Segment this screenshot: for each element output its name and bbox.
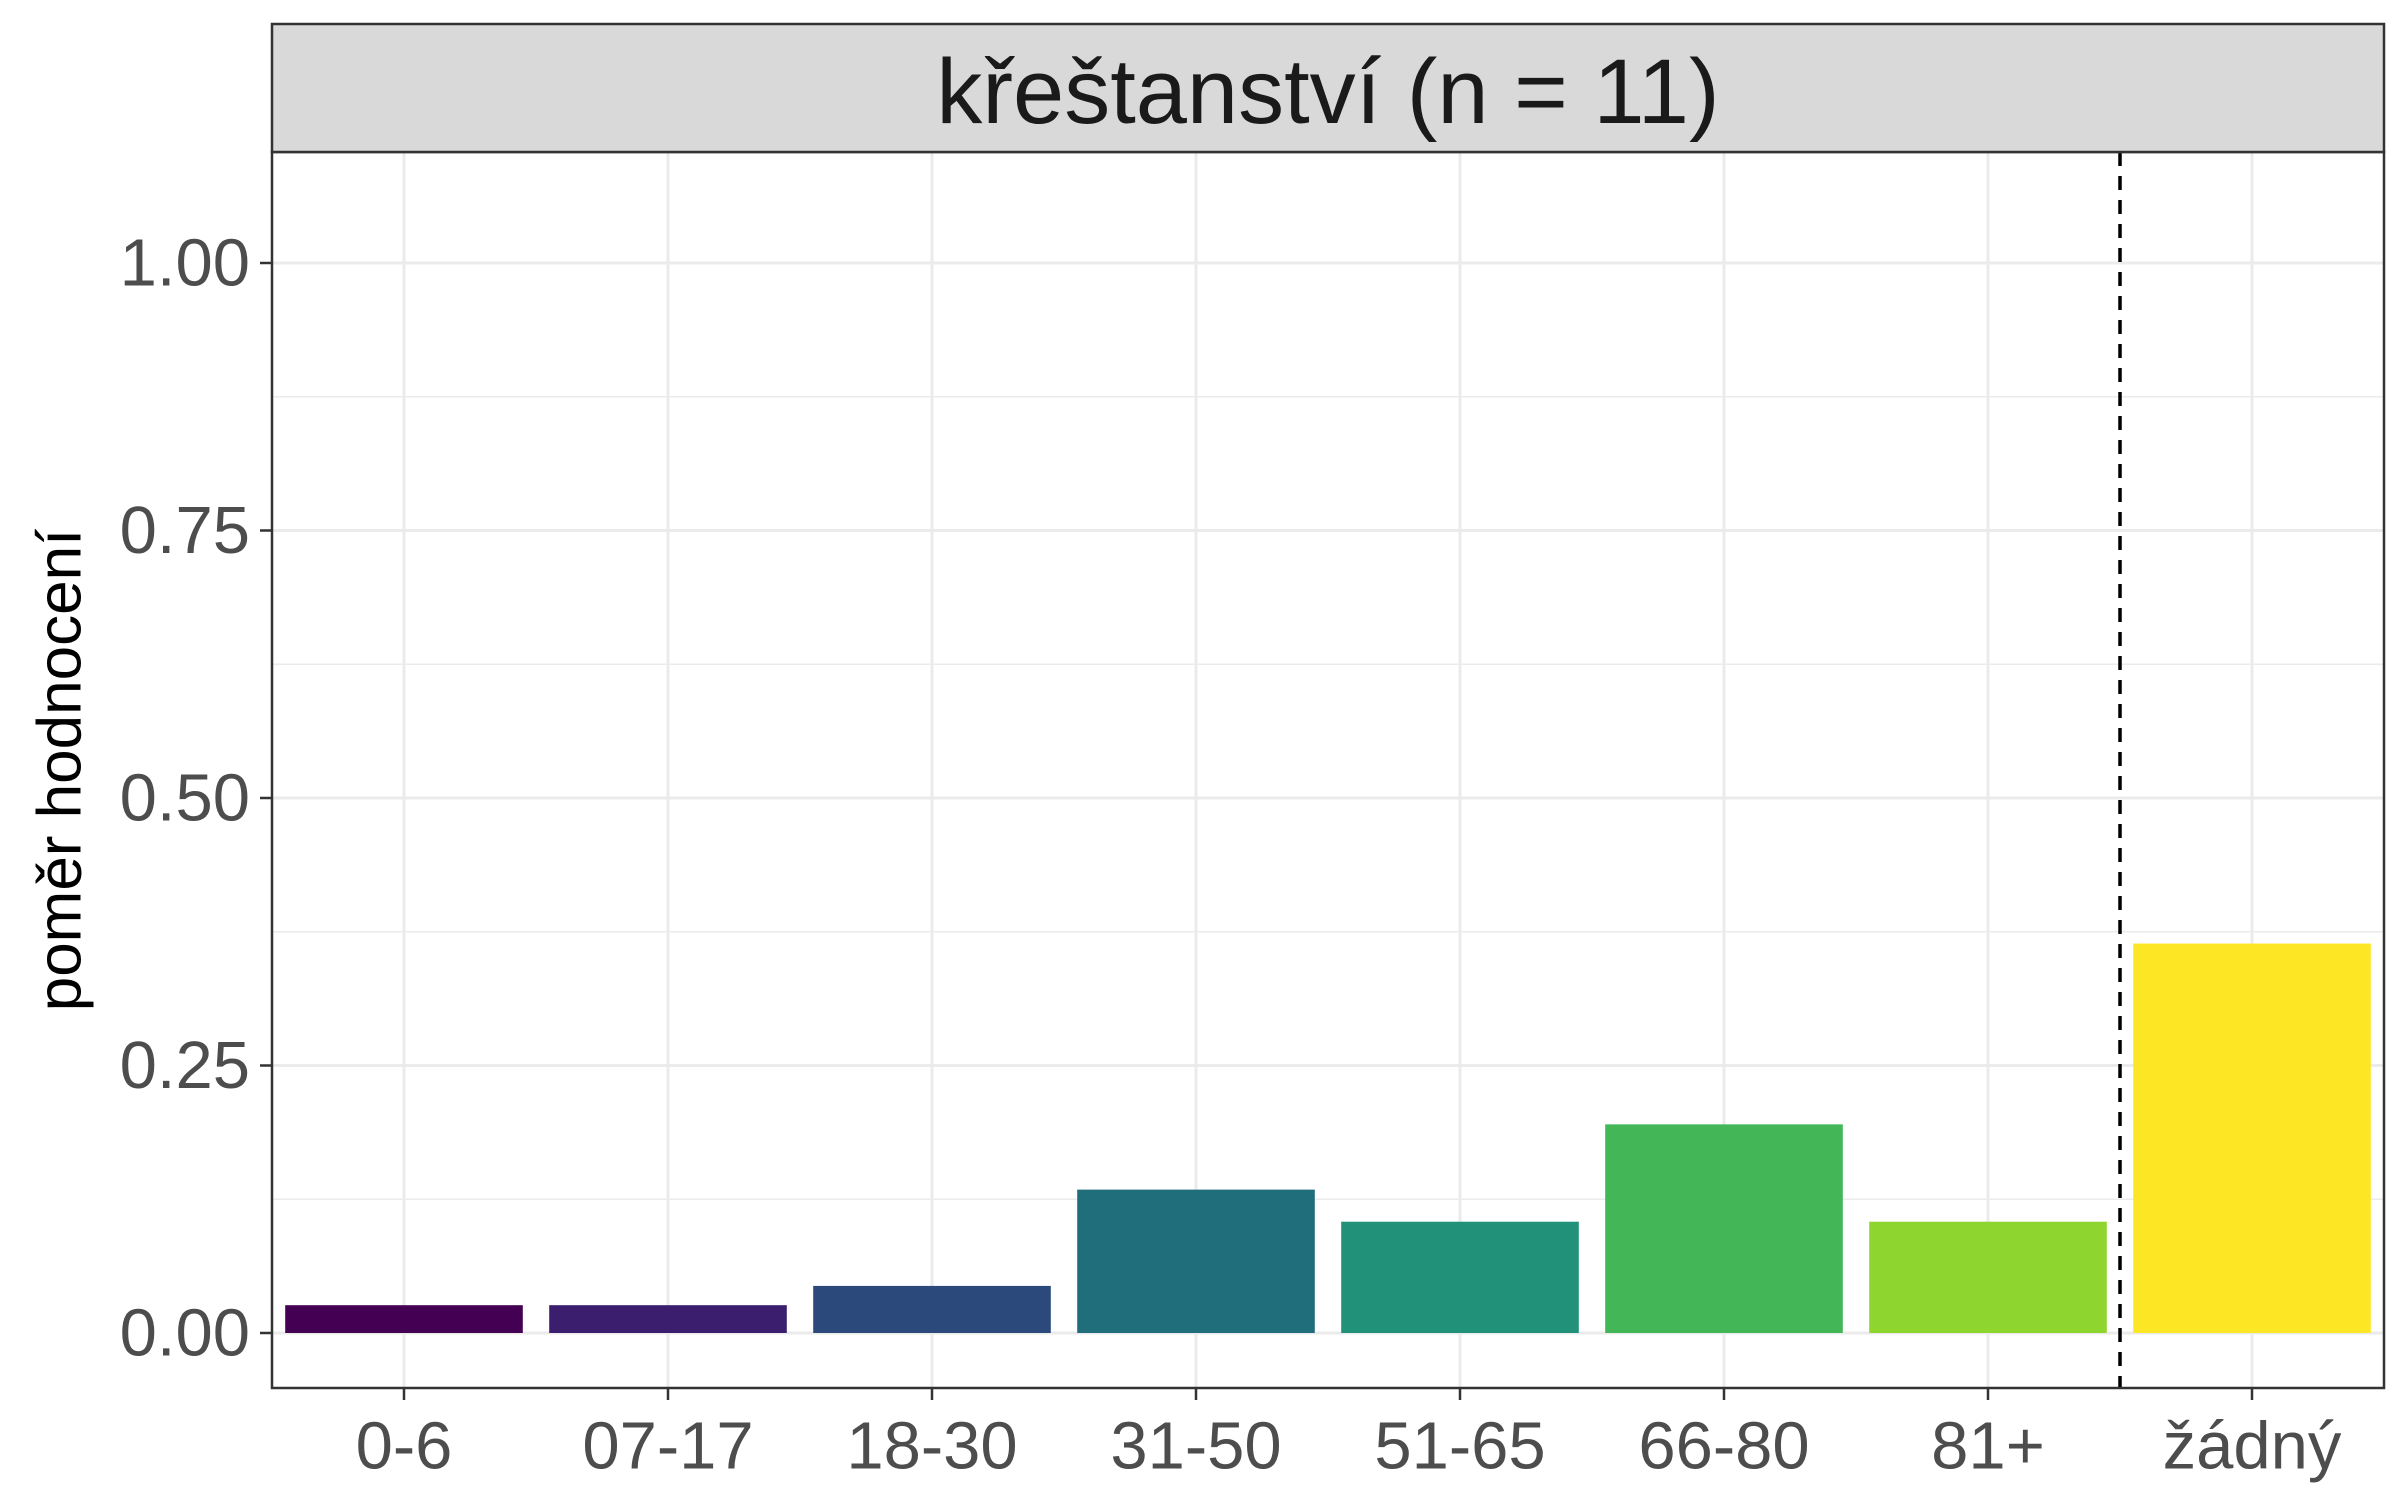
x-tick-label: 07-17: [582, 1409, 753, 1484]
chart-title: křeštanství (n = 11): [936, 41, 1719, 143]
bar: [813, 1285, 1051, 1333]
bar: [1077, 1189, 1315, 1333]
y-axis-title: poměr hodnocení: [26, 529, 95, 1012]
bars: [285, 943, 2371, 1333]
y-axis: 0.00 0.25 0.50 0.75 1.00: [120, 226, 272, 1371]
facet-strip: [270, 22, 2386, 154]
x-tick-label: 18-30: [846, 1409, 1017, 1484]
x-axis: 0-6 07-17 18-30 31-50 51-65 66-80 81+ žádný: [356, 1388, 2342, 1484]
grid-lines: [272, 152, 2384, 1388]
bar: [285, 1305, 523, 1333]
x-tick-label: 66-80: [1638, 1409, 1809, 1484]
bar: [1869, 1221, 2107, 1333]
x-tick-label: žádný: [2163, 1409, 2342, 1484]
y-tick-label: 0.25: [120, 1028, 250, 1103]
x-tick-label: 81+: [1931, 1409, 2045, 1484]
panel-border: [270, 150, 2386, 1390]
bar: [1341, 1221, 1579, 1333]
bar: [2133, 943, 2371, 1333]
y-tick-label: 1.00: [120, 226, 250, 301]
bar: [1605, 1124, 1843, 1333]
x-tick-label: 0-6: [356, 1409, 453, 1484]
y-tick-label: 0.75: [120, 493, 250, 568]
y-tick-label: 0.00: [120, 1296, 250, 1371]
x-tick-label: 31-50: [1110, 1409, 1281, 1484]
x-tick-label: 51-65: [1374, 1409, 1545, 1484]
bar: [549, 1305, 787, 1333]
y-tick-label: 0.50: [120, 761, 250, 836]
